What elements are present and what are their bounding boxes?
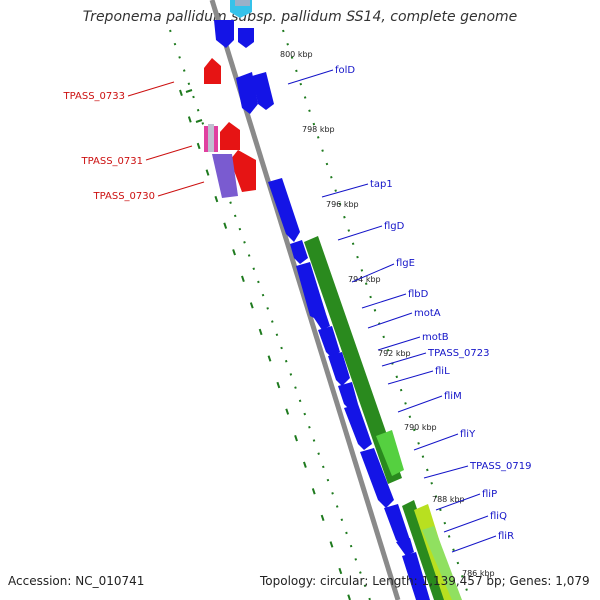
gene-flbD-shape <box>314 314 330 330</box>
gene-fliQ-shape <box>396 538 414 556</box>
operon-band-lime <box>422 526 462 600</box>
gene-TPASS_0730-shape <box>212 154 238 198</box>
gene-labels-right <box>287 69 497 553</box>
gene-label-folD[interactable]: folD <box>335 65 355 76</box>
operon-band-green-light <box>376 430 404 476</box>
operon-band-green <box>304 236 402 484</box>
gene-folD-shape-b <box>252 72 274 110</box>
gene-fliM-shape <box>344 404 372 450</box>
gene-motB-shape <box>328 352 350 386</box>
ruler-track-inner-left <box>179 89 351 600</box>
gene-top-blue <box>214 20 234 48</box>
gene-top-blue-2 <box>238 28 254 48</box>
topology-text: Topology: circular; Length: 1,139,457 bp… <box>260 574 590 588</box>
gene-label-fliQ[interactable]: fliQ <box>490 511 507 522</box>
gene-label-motA[interactable]: motA <box>414 308 441 319</box>
tick-label: 794 kbp <box>348 275 381 284</box>
gene-motA-shape <box>318 326 340 358</box>
gene-label-fliP[interactable]: fliP <box>482 489 497 500</box>
tick-label: 798 kbp <box>302 125 335 134</box>
gene-label-motB[interactable]: motB <box>422 332 449 343</box>
tick-label: 790 kbp <box>404 423 437 432</box>
gene-label-fliL[interactable]: fliL <box>435 366 450 377</box>
gene-tap1-shape <box>268 178 300 242</box>
gene-flgD-shape <box>290 240 308 264</box>
gene-label-TPASS_0733[interactable]: TPASS_0733 <box>63 91 125 102</box>
gene-label-fliM[interactable]: fliM <box>444 391 462 402</box>
gene-label-TPASS_0730[interactable]: TPASS_0730 <box>93 191 155 202</box>
gene-folD-shape-a <box>236 72 258 114</box>
gene-fliY-shape <box>360 448 394 508</box>
gene-label-flgD[interactable]: flgD <box>384 221 405 232</box>
gene-label-TPASS_0719[interactable]: TPASS_0719 <box>469 461 531 472</box>
gene-label-TPASS_0723[interactable]: TPASS_0723 <box>427 348 489 359</box>
gene-label-flbD[interactable]: flbD <box>408 289 429 300</box>
tick-label: 792 kbp <box>378 349 411 358</box>
gene-label-TPASS_0731[interactable]: TPASS_0731 <box>81 156 143 167</box>
gene-label-tap1[interactable]: tap1 <box>370 179 393 190</box>
gene-label-fliY[interactable]: fliY <box>460 429 476 440</box>
gene-grey-pale <box>208 124 214 152</box>
gene-flgE-shape <box>296 262 326 320</box>
tick-label: 796 kbp <box>326 200 359 209</box>
gene-label-flgE[interactable]: flgE <box>396 258 415 269</box>
gene-TPASS_0731b-shape <box>230 150 256 192</box>
accession-text: Accession: NC_010741 <box>8 574 145 588</box>
gene-label-fliR[interactable]: fliR <box>498 531 514 542</box>
gene-TPASS_0733-shape <box>204 58 221 84</box>
tick-label: 800 kbp <box>280 50 313 59</box>
gene-TPASS_0731-shape <box>220 122 240 150</box>
gene-fliL-shape <box>338 382 358 410</box>
tick-label: 788 kbp <box>432 495 465 504</box>
gene-labels-left <box>127 81 205 197</box>
ruler-tick-mark <box>185 89 193 93</box>
gene-fliP-shape <box>384 504 410 546</box>
ruler-track-outer-right <box>282 29 471 600</box>
gene-fliR-shape <box>402 552 430 600</box>
map-title: Treponema pallidum subsp. pallidum SS14,… <box>82 9 518 25</box>
gene-top-grey <box>235 0 250 6</box>
ruler-tick-mark <box>195 119 203 123</box>
tick-label: 786 kbp <box>462 569 495 578</box>
